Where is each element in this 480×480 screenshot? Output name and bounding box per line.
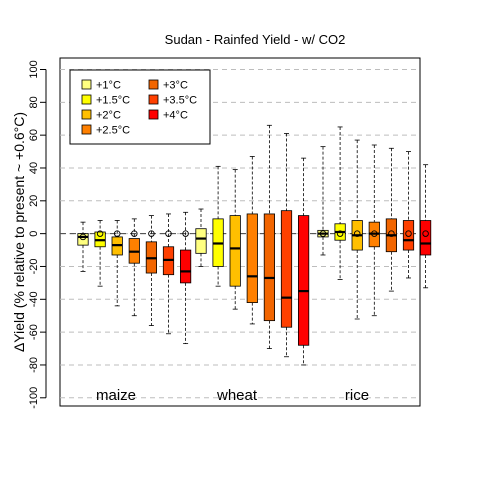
- y-tick-label: -80: [28, 357, 40, 373]
- legend-swatch: [149, 80, 158, 89]
- y-tick-label: -100: [28, 387, 40, 409]
- y-tick-label: -60: [28, 324, 40, 340]
- group-label-wheat: wheat: [216, 387, 258, 404]
- group-labels: maize wheat rice: [96, 387, 369, 404]
- y-axis: -100 -80 -60 -40 -20 0 20 40 60 80 100: [28, 60, 46, 408]
- y-tick-label: 100: [28, 60, 40, 78]
- legend-swatch: [149, 110, 158, 119]
- legend-swatch: [149, 95, 158, 104]
- legend-swatch: [82, 125, 91, 134]
- y-tick-label: -40: [28, 291, 40, 307]
- legend-label: +2.5°C: [96, 125, 130, 137]
- y-tick-label: 0: [28, 231, 40, 237]
- box: [403, 221, 413, 251]
- legend-label: +4°C: [163, 110, 188, 122]
- box: [281, 211, 291, 328]
- legend-label: +3.5°C: [163, 95, 197, 107]
- y-tick-label: 40: [28, 162, 40, 174]
- legend-label: +1°C: [96, 80, 121, 92]
- boxes: [78, 125, 431, 365]
- box: [247, 214, 257, 303]
- y-tick-label: 80: [28, 96, 40, 108]
- legend-swatch: [82, 95, 91, 104]
- legend-swatch: [82, 110, 91, 119]
- box: [298, 216, 308, 346]
- y-tick-label: 20: [28, 195, 40, 207]
- y-tick-label: -20: [28, 259, 40, 275]
- legend-label: +1.5°C: [96, 95, 130, 107]
- y-axis-label: ΔYield (% relative to present ~ +0.6°C): [11, 112, 27, 352]
- group-label-rice: rice: [345, 387, 369, 404]
- legend-swatch: [82, 80, 91, 89]
- box: [180, 250, 190, 283]
- legend: +1°C +1.5°C +2°C +2.5°C +3°C +3.5°C +4°C: [70, 70, 210, 144]
- box: [264, 214, 274, 321]
- box: [420, 221, 430, 255]
- chart-title: Sudan - Rainfed Yield - w/ CO2: [165, 32, 346, 47]
- box: [196, 229, 206, 254]
- legend-label: +3°C: [163, 80, 188, 92]
- box: [230, 216, 240, 287]
- legend-label: +2°C: [96, 110, 121, 122]
- y-tick-label: 60: [28, 129, 40, 141]
- group-label-maize: maize: [96, 387, 136, 404]
